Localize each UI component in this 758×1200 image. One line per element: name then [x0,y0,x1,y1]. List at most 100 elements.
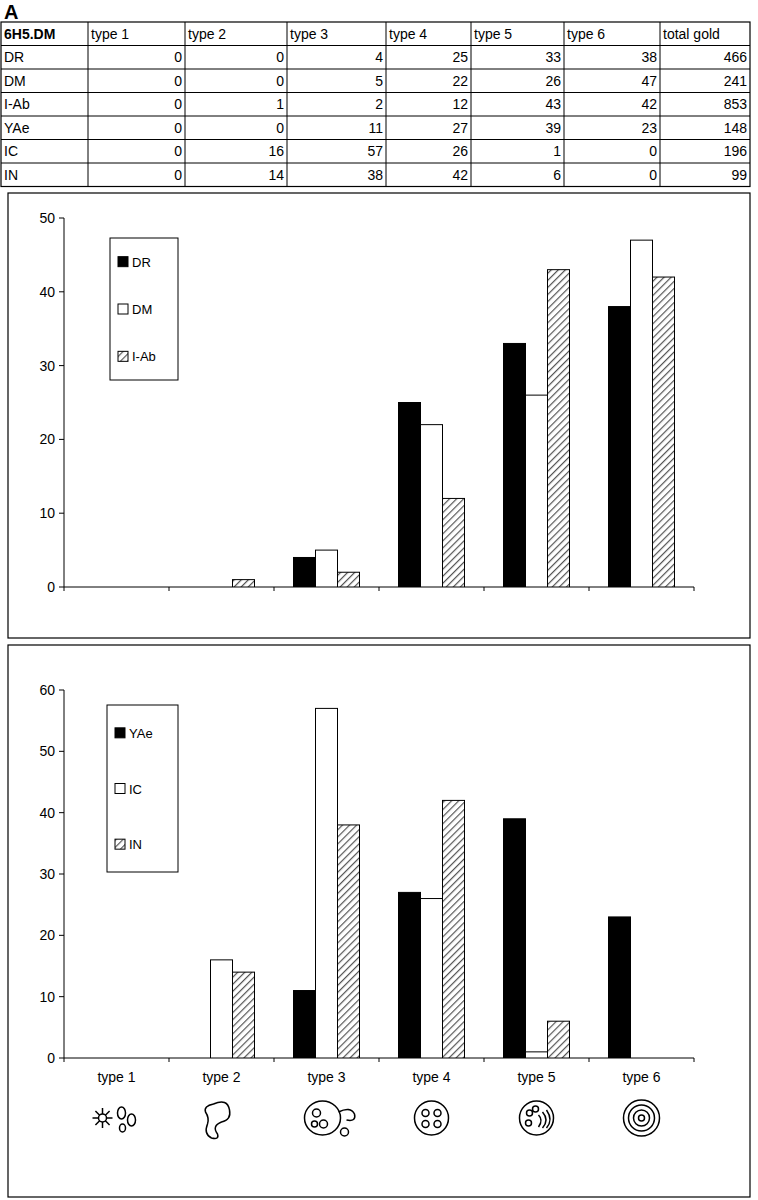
type-icon [520,1101,554,1135]
legend-swatch [118,257,128,267]
type-icon [93,1117,99,1119]
y-tick-label: 40 [39,284,55,300]
table-cell: 42 [641,96,657,112]
table: 6H5.DMtype 1type 2type 3type 4type 5type… [1,22,750,187]
y-tick [59,218,64,219]
x-tick [379,587,380,591]
table-cell: 0 [174,120,182,136]
type-icon [539,1115,542,1127]
table-cell: 4 [375,49,383,65]
y-tick [59,291,64,292]
table-cell: 0 [174,96,182,112]
table-col-line [471,22,472,187]
bar [526,395,548,587]
bar [84,1058,106,1059]
table-cell: 0 [649,143,657,159]
type-icon [634,1110,650,1126]
table-cell: YAe [4,120,30,136]
bar [443,498,465,587]
bar [316,550,338,587]
table-cell: 22 [452,73,468,89]
table-cell: 42 [452,167,468,183]
x-tick [484,587,485,591]
bar [631,1058,653,1059]
x-tick-label: type 1 [97,1069,135,1085]
x-tick [589,1058,590,1062]
chart-frame [8,645,750,1197]
table-cell: 466 [724,49,748,65]
type-icon [339,1109,355,1120]
legend-label: I-Ab [132,349,156,364]
table-col-line [185,22,186,187]
type-icon [422,1110,429,1117]
table-row-line [1,92,750,93]
table-cell: 0 [649,167,657,183]
table-col-line [660,22,661,187]
bar [128,587,150,588]
bar [338,825,360,1058]
x-tick-label: type 6 [622,1069,660,1085]
legend-swatch [115,728,125,738]
legend-label: DR [132,255,151,270]
y-tick [59,587,64,588]
panel-label: A [4,1,18,23]
type-icon [102,1108,104,1114]
table-header-cell: 6H5.DM [4,26,55,42]
table-cell: 27 [452,120,468,136]
type-icon [527,1110,533,1116]
bar [504,343,526,587]
table-cell: 38 [641,49,657,65]
x-tick [64,1058,65,1062]
y-tick-label: 30 [39,358,55,374]
x-tick [484,1058,485,1062]
chart: 01020304050DRDMI-Ab [8,193,750,638]
table-cell: 1 [276,96,284,112]
y-tick-label: 10 [39,505,55,521]
table-header-cell: total gold [663,26,720,42]
y-tick-label: 20 [39,431,55,447]
y-tick-label: 0 [47,579,55,595]
x-tick [169,1058,170,1062]
table-cell: 148 [724,120,748,136]
table-cell: 26 [545,73,561,89]
chart-frame [8,193,750,638]
x-tick [694,1058,695,1062]
type-icon [526,1120,532,1126]
table-row-line [1,116,750,117]
x-tick [589,587,590,591]
type-icon [320,1120,328,1128]
type-icon [118,1107,126,1119]
bar [106,587,128,588]
legend-swatch [115,839,125,849]
bar [421,899,443,1058]
table-row-line [1,45,750,46]
table-row-line [1,163,750,164]
legend-swatch [115,784,125,794]
table-cell: 11 [368,120,383,136]
y-tick [59,874,64,875]
type-icon [205,1102,230,1139]
bar [189,587,211,588]
y-tick [59,513,64,514]
table-cell: 853 [724,96,748,112]
bar [609,307,631,587]
legend-swatch [118,351,128,361]
table-header-cell: type 5 [474,26,512,42]
y-tick-label: 30 [39,866,55,882]
type-icon [95,1121,99,1125]
type-icon [533,1106,539,1112]
type-icon [341,1128,349,1136]
bar [399,403,421,588]
table-cell: 57 [367,143,383,159]
table-cell: 23 [641,120,657,136]
x-tick [379,1058,380,1062]
y-tick [59,812,64,813]
x-tick [694,587,695,591]
bar [294,557,316,587]
table-cell: 6 [553,167,561,183]
type-icon [543,1112,547,1128]
type-icon [434,1121,441,1128]
type-icons [93,1100,660,1139]
bar [653,1058,675,1059]
type-icon [547,1110,551,1128]
